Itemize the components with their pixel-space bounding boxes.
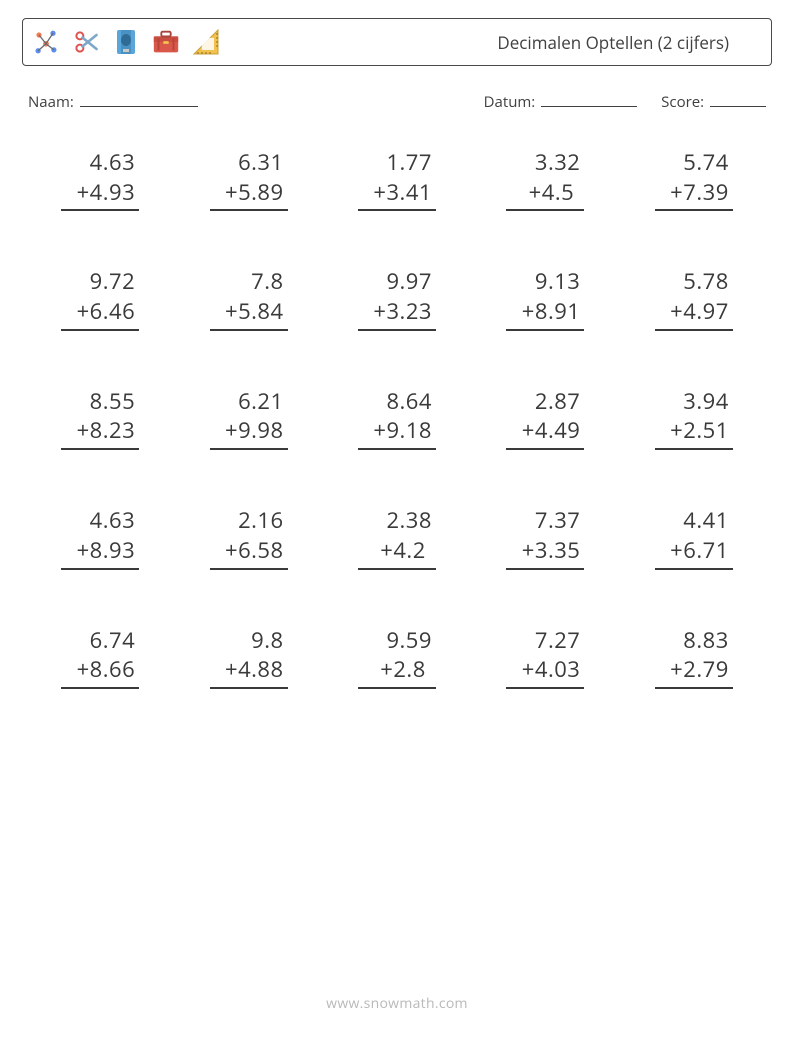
molecule-icon [31,27,61,57]
operand-bottom: +8.93 [61,536,139,570]
operand-top: 8.64 [358,387,436,417]
operand-bottom: +6.46 [61,297,139,331]
problem: 6.31+5.89 [174,148,322,211]
problem: 8.83+2.79 [620,626,768,689]
operand-bottom: +8.91 [506,297,584,331]
operand-top: 2.16 [210,506,288,536]
operand-bottom: +4.2 [358,536,436,570]
operand-top: 3.94 [655,387,733,417]
operand-top: 9.72 [61,267,139,297]
problems-grid: 4.63+4.936.31+5.891.77+3.413.32+4.5 5.74… [22,148,772,689]
problem: 7.37+3.35 [471,506,619,569]
problem: 4.63+4.93 [26,148,174,211]
operand-top: 2.38 [358,506,436,536]
operand-bottom: +5.84 [210,297,288,331]
operand-top: 7.8 [210,267,288,297]
problem: 9.59+2.8 [323,626,471,689]
operand-top: 3.32 [506,148,584,178]
operand-bottom: +4.97 [655,297,733,331]
operand-top: 4.41 [655,506,733,536]
operand-bottom: +9.18 [358,416,436,450]
operand-top: 9.13 [506,267,584,297]
operand-bottom: +6.58 [210,536,288,570]
score-label: Score: [661,92,704,112]
problem: 3.32+4.5 [471,148,619,211]
operand-bottom: +4.5 [506,178,584,212]
operand-top: 4.63 [61,506,139,536]
info-row: Naam: Datum: Score: [28,92,766,112]
operand-top: 9.8 [210,626,288,656]
operand-top: 5.78 [655,267,733,297]
operand-top: 5.74 [655,148,733,178]
watermark: www.snowmath.com [0,994,794,1013]
header-box: Decimalen Optellen (2 cijfers) [22,18,772,66]
operand-bottom: +4.93 [61,178,139,212]
problem: 7.27+4.03 [471,626,619,689]
problem: 9.8+4.88 [174,626,322,689]
problem: 8.55+8.23 [26,387,174,450]
problem: 9.97+3.23 [323,267,471,330]
problem: 9.72+6.46 [26,267,174,330]
operand-bottom: +3.23 [358,297,436,331]
operand-top: 2.87 [506,387,584,417]
problem: 4.63+8.93 [26,506,174,569]
problem: 6.21+9.98 [174,387,322,450]
operand-bottom: +2.51 [655,416,733,450]
problem: 7.8+5.84 [174,267,322,330]
protractor-icon [191,27,221,57]
worksheet-title: Decimalen Optellen (2 cijfers) [497,31,757,54]
briefcase-icon [151,27,181,57]
problem: 6.74+8.66 [26,626,174,689]
operand-top: 7.37 [506,506,584,536]
operand-bottom: +2.8 [358,655,436,689]
problem: 4.41+6.71 [620,506,768,569]
operand-top: 4.63 [61,148,139,178]
operand-bottom: +9.98 [210,416,288,450]
problem: 5.78+4.97 [620,267,768,330]
operand-top: 8.83 [655,626,733,656]
problem: 2.16+6.58 [174,506,322,569]
operand-bottom: +3.41 [358,178,436,212]
name-label: Naam: [28,92,74,112]
operand-bottom: +4.49 [506,416,584,450]
score-blank[interactable] [710,106,766,107]
operand-top: 6.21 [210,387,288,417]
operand-top: 7.27 [506,626,584,656]
operand-bottom: +6.71 [655,536,733,570]
date-blank[interactable] [541,106,637,107]
operand-bottom: +5.89 [210,178,288,212]
sharpener-icon [111,27,141,57]
header-icons [31,27,221,57]
name-blank[interactable] [80,106,198,107]
operand-bottom: +8.23 [61,416,139,450]
operand-top: 8.55 [61,387,139,417]
scissors-icon [71,27,101,57]
operand-top: 6.31 [210,148,288,178]
operand-bottom: +2.79 [655,655,733,689]
operand-bottom: +7.39 [655,178,733,212]
problem: 1.77+3.41 [323,148,471,211]
operand-bottom: +4.03 [506,655,584,689]
problem: 2.38+4.2 [323,506,471,569]
problem: 5.74+7.39 [620,148,768,211]
problem: 3.94+2.51 [620,387,768,450]
operand-bottom: +8.66 [61,655,139,689]
problem: 2.87+4.49 [471,387,619,450]
operand-top: 9.97 [358,267,436,297]
date-label: Datum: [484,92,536,112]
operand-top: 9.59 [358,626,436,656]
operand-bottom: +3.35 [506,536,584,570]
problem: 8.64+9.18 [323,387,471,450]
operand-top: 6.74 [61,626,139,656]
problem: 9.13+8.91 [471,267,619,330]
operand-bottom: +4.88 [210,655,288,689]
operand-top: 1.77 [358,148,436,178]
